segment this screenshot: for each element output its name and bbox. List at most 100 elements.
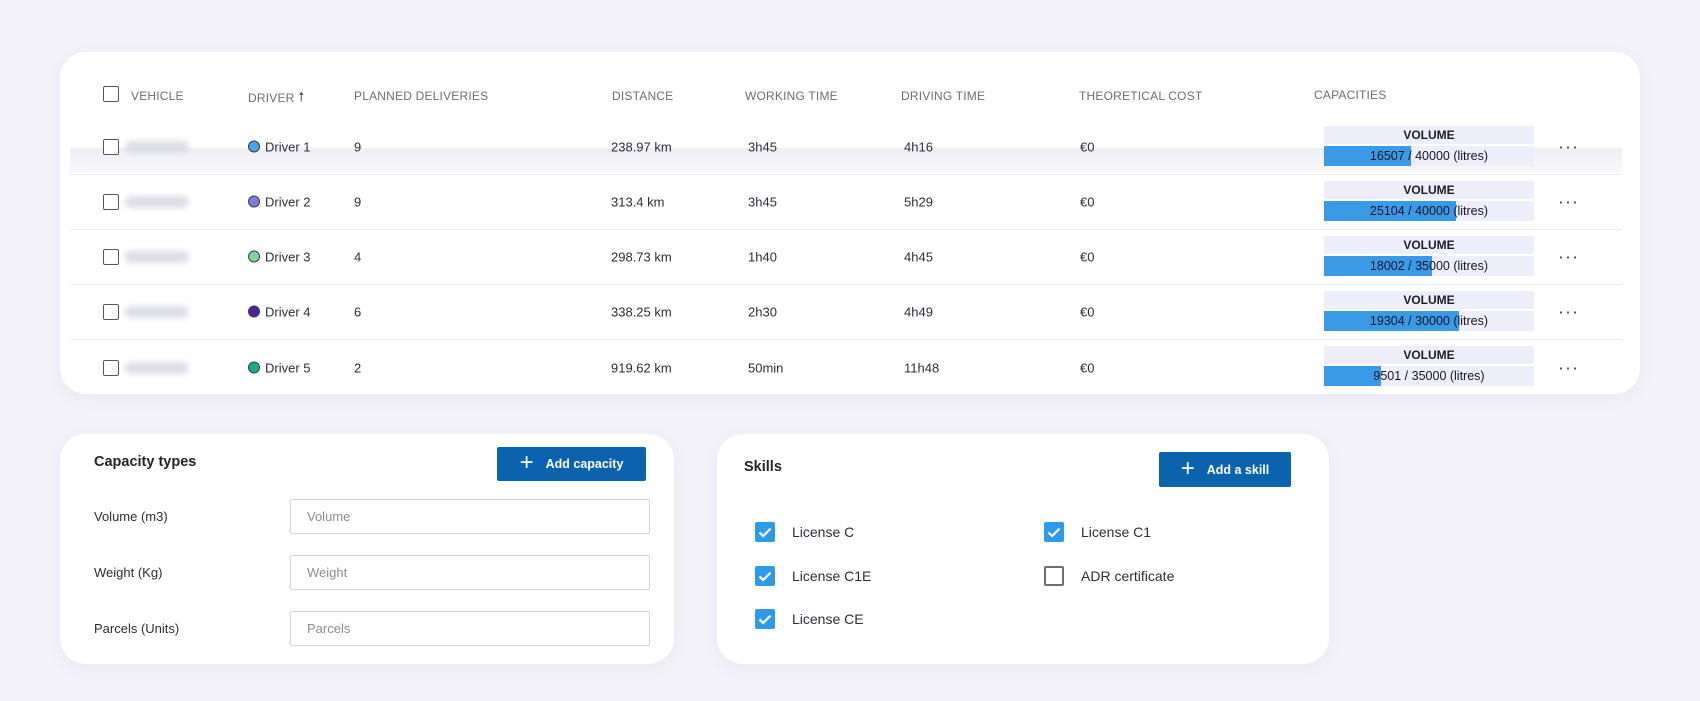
capacity-field-input[interactable] [290,611,650,646]
skill-label: License C1E [792,568,872,584]
row-checkbox[interactable] [103,139,119,155]
skill-option[interactable]: License C1E [755,566,871,586]
theoretical-cost-value: €0 [1080,360,1095,375]
driver-color-dot [248,250,260,263]
capacity-value: 16507 / 40000 (litres) [1369,149,1489,163]
driving-time-value: 5h29 [904,194,933,210]
working-time-value: 3h45 [748,194,777,210]
vehicle-plate-redacted [125,251,189,263]
driving-time-value: 4h49 [904,304,933,320]
header-capacities[interactable]: CAPACITIES [1314,88,1387,102]
driver-color-dot [248,305,260,318]
arrow-up-icon[interactable]: 🠕 [298,89,305,104]
row-checkbox[interactable] [103,249,119,265]
capacity-gauge: VOLUME 19304 / 30000 (litres) [1324,291,1534,333]
capacity-bar: 16507 / 40000 (litres) [1324,146,1534,166]
capacity-gauge: VOLUME 16507 / 40000 (litres) [1324,126,1534,168]
header-vehicle[interactable]: VEHICLE [131,89,184,103]
driver-color-dot [248,140,260,153]
driving-time-value: 4h45 [904,249,933,265]
row-checkbox[interactable] [103,194,119,210]
header-distance[interactable]: DISTANCE [612,89,674,103]
capacity-field-input[interactable] [290,499,650,534]
capacity-bar: 25104 / 40000 (litres) [1324,201,1534,221]
skill-checkbox-checked[interactable] [1044,522,1064,542]
skill-option[interactable]: License CE [755,609,864,629]
capacity-field-label: Weight (Kg) [94,565,163,580]
driver-name: Driver 4 [265,304,311,320]
working-time-value: 3h45 [748,139,777,155]
table-row[interactable]: Driver 5 2 919.62 km 50min 11h48 €0 VOLUME 9501… [70,340,1622,394]
vehicle-plate-redacted [125,361,189,374]
driver-cell[interactable]: Driver 5 [248,360,311,375]
distance-value: 313.4 km [611,194,665,210]
skill-label: ADR certificate [1081,568,1175,584]
more-horizontal-icon[interactable]: ··· [1558,191,1579,212]
more-horizontal-icon[interactable]: ··· [1558,136,1579,157]
capacity-label: VOLUME [1324,346,1534,364]
planned-deliveries-value: 6 [354,304,362,320]
driver-cell[interactable]: Driver 3 [248,250,311,265]
planned-deliveries-value: 9 [354,194,362,210]
table-row[interactable]: Driver 1 9 238.97 km 3h45 4h16 €0 VOLUME 16507 … [70,120,1622,175]
working-time-value: 50min [748,360,784,375]
capacity-gauge: VOLUME 25104 / 40000 (litres) [1324,181,1534,223]
checkmark-icon [758,571,772,582]
capacity-bar: 18002 / 35000 (litres) [1324,256,1534,276]
skills-title: Skills [744,459,782,475]
vehicle-plate-redacted [125,196,189,208]
checkmark-icon [758,527,772,538]
table-row[interactable]: Driver 4 6 338.25 km 2h30 4h49 €0 VOLUME 19304 … [70,285,1622,340]
skill-option[interactable]: ADR certificate [1044,566,1174,586]
capacity-field-input[interactable] [290,555,650,590]
capacity-bar-fill [1324,366,1381,386]
capacity-label: VOLUME [1324,291,1534,309]
more-horizontal-icon[interactable]: ··· [1558,246,1579,267]
capacity-bar-fill [1324,256,1432,276]
skill-checkbox-checked[interactable] [755,522,775,542]
checkmark-icon [758,614,772,625]
driver-cell[interactable]: Driver 1 [248,140,311,155]
more-horizontal-icon[interactable]: ··· [1558,301,1579,322]
plus-icon: + [519,449,534,476]
header-theoretical-cost[interactable]: THEORETICAL COST [1079,89,1203,103]
more-horizontal-icon[interactable]: ··· [1558,357,1579,377]
planned-deliveries-value: 9 [354,139,362,155]
header-working-time[interactable]: WORKING TIME [745,89,838,103]
capacity-gauge: VOLUME 18002 / 35000 (litres) [1324,236,1534,278]
skill-checkbox-checked[interactable] [755,566,775,586]
capacity-value: 9501 / 35000 (litres) [1373,369,1485,383]
table-row[interactable]: Driver 3 4 298.73 km 1h40 4h45 €0 VOLUME 18002 … [70,230,1622,285]
header-driving-time[interactable]: DRIVING TIME [901,89,986,103]
capacity-bar-fill [1324,146,1411,166]
skill-option[interactable]: License C [755,522,854,542]
vehicle-plate-redacted [125,306,189,318]
driver-name: Driver 2 [265,194,311,210]
header-driver[interactable]: DRIVER 🠕 [248,89,305,105]
driver-cell[interactable]: Driver 4 [248,305,311,320]
add-capacity-label: Add capacity [545,457,624,471]
capacity-bar-fill [1324,311,1460,331]
add-capacity-button[interactable]: + Add capacity [497,447,646,481]
theoretical-cost-value: €0 [1080,194,1095,210]
select-all-checkbox[interactable] [103,86,119,102]
capacity-field-label: Parcels (Units) [94,621,180,636]
row-checkbox[interactable] [103,304,119,320]
skill-checkbox-checked[interactable] [755,609,775,629]
row-checkbox[interactable] [103,359,119,376]
skill-label: License C1 [1081,524,1152,540]
driver-cell[interactable]: Driver 2 [248,195,311,210]
add-skill-button[interactable]: + Add a skill [1159,452,1291,487]
skill-option[interactable]: License C1 [1044,522,1151,542]
table-header: VEHICLE DRIVER 🠕 PLANNED DELIVERIES DISTA… [70,62,1622,120]
table-row[interactable]: Driver 2 9 313.4 km 3h45 5h29 €0 VOLUME 25104 /… [70,175,1622,230]
header-planned-deliveries[interactable]: PLANNED DELIVERIES [354,89,489,103]
capacity-bar: 19304 / 30000 (litres) [1324,311,1534,331]
theoretical-cost-value: €0 [1080,249,1095,265]
driver-color-dot [248,195,260,208]
driver-name: Driver 3 [265,249,311,265]
skill-checkbox-unchecked[interactable] [1044,566,1064,586]
capacity-label: VOLUME [1324,126,1534,144]
working-time-value: 1h40 [748,249,777,265]
checkmark-icon [1047,527,1061,538]
